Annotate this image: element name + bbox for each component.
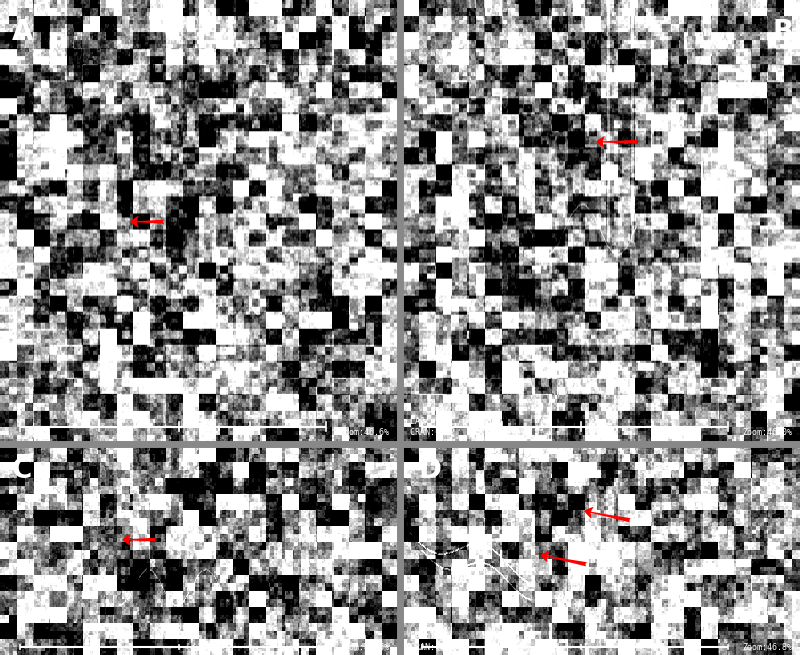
Text: C: C <box>12 456 32 484</box>
Text: Zoom:46.6%: Zoom:46.6% <box>340 428 390 437</box>
Text: LAO: 0.0
CRAN: 0.2: LAO: 0.0 CRAN: 0.2 <box>410 417 455 437</box>
Text: Zoom:46.6%: Zoom:46.6% <box>340 643 390 652</box>
Text: Zoom:46.8%: Zoom:46.8% <box>742 643 792 652</box>
Text: B: B <box>772 18 794 46</box>
Text: Zoom:46.0%: Zoom:46.0% <box>742 428 792 437</box>
Text: D: D <box>418 456 442 484</box>
Text: A: A <box>12 18 34 46</box>
Text: LAO: 0.0
CRAN: 0.2: LAO: 0.0 CRAN: 0.2 <box>410 632 455 652</box>
